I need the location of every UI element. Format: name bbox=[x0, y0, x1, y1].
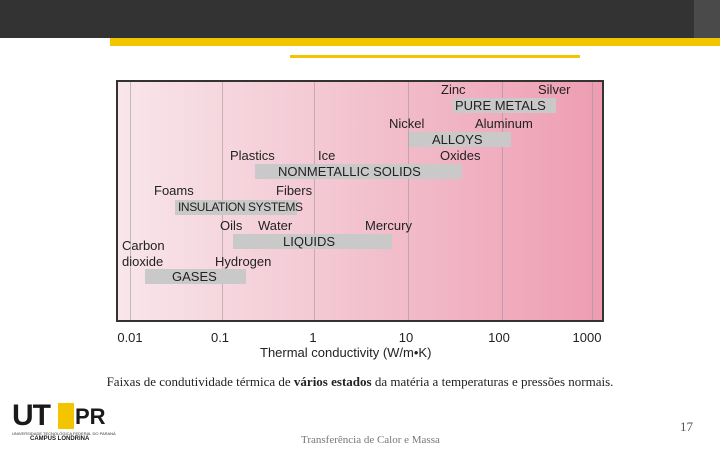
bar-pure-metals bbox=[453, 98, 556, 113]
label-plastics: Plastics bbox=[230, 148, 275, 163]
gridline bbox=[592, 82, 593, 320]
x-tick: 1 bbox=[309, 330, 317, 345]
label-hydrogen: Hydrogen bbox=[215, 254, 272, 269]
caption-text-end: da matéria a temperaturas e pressões nor… bbox=[371, 374, 614, 389]
label-mercury: Mercury bbox=[365, 218, 412, 233]
bar-label-pure-metals: PURE METALS bbox=[455, 98, 546, 113]
top-bar-corner bbox=[694, 0, 720, 38]
logo-pr: PR bbox=[75, 404, 106, 429]
bar-alloys bbox=[409, 132, 511, 147]
label-nickel: Nickel bbox=[389, 116, 425, 131]
caption-emphasis: vários estados bbox=[293, 374, 372, 389]
top-bar bbox=[0, 0, 720, 38]
label-zinc: Zinc bbox=[441, 82, 466, 97]
gridline bbox=[130, 82, 131, 320]
bar-nonmetallic-solids bbox=[255, 164, 462, 179]
bar-insulation-systems bbox=[175, 200, 297, 215]
gridline bbox=[502, 82, 503, 320]
logo-ut: UT bbox=[12, 399, 51, 432]
label-oxides: Oxides bbox=[440, 148, 481, 163]
gridline bbox=[314, 82, 315, 320]
gridline bbox=[408, 82, 409, 320]
x-tick: 0.01 bbox=[117, 330, 143, 345]
logo-university-name: UNIVERSIDADE TECNOLÓGICA FEDERAL DO PARA… bbox=[12, 431, 116, 436]
footer-course: Transferência de Calor e Massa bbox=[301, 434, 440, 446]
bar-gases bbox=[145, 269, 246, 284]
logo-f-block bbox=[58, 403, 74, 429]
figure-caption: Faixas de condutividade térmica de vário… bbox=[0, 374, 720, 390]
accent-line bbox=[290, 55, 580, 58]
label-ice: Ice bbox=[318, 148, 336, 163]
bar-label-alloys: ALLOYS bbox=[432, 132, 483, 147]
label-carbon: Carbon bbox=[122, 238, 165, 253]
bar-label-insulation-systems: INSULATION SYSTEMS bbox=[178, 200, 303, 214]
bar-label-nonmetallic-solids: NONMETALLIC SOLIDS bbox=[278, 164, 421, 179]
bar-label-liquids: LIQUIDS bbox=[283, 234, 336, 249]
logo-campus: CAMPUS LONDRINA bbox=[30, 436, 90, 442]
x-axis-title: Thermal conductivity (W/m•K) bbox=[260, 345, 432, 360]
label-water: Water bbox=[258, 218, 293, 233]
label-fibers: Fibers bbox=[276, 183, 313, 198]
label-foams: Foams bbox=[154, 183, 194, 198]
label-silver: Silver bbox=[538, 82, 571, 97]
bar-liquids bbox=[233, 234, 392, 249]
x-tick: 100 bbox=[488, 330, 510, 345]
x-tick: 0.1 bbox=[210, 330, 230, 345]
x-tick: 1000 bbox=[572, 330, 602, 345]
bar-label-gases: GASES bbox=[172, 269, 217, 284]
x-tick: 10 bbox=[398, 330, 414, 345]
label-aluminum: Aluminum bbox=[475, 116, 533, 131]
utfpr-logo: UT PR UNIVERSIDADE TECNOLÓGICA FEDERAL D… bbox=[12, 399, 116, 443]
page-number: 17 bbox=[680, 419, 693, 434]
label-oils: Oils bbox=[220, 218, 243, 233]
caption-text: Faixas de condutividade térmica de bbox=[106, 374, 294, 389]
accent-stripe bbox=[110, 38, 720, 46]
label-dioxide: dioxide bbox=[122, 254, 164, 269]
